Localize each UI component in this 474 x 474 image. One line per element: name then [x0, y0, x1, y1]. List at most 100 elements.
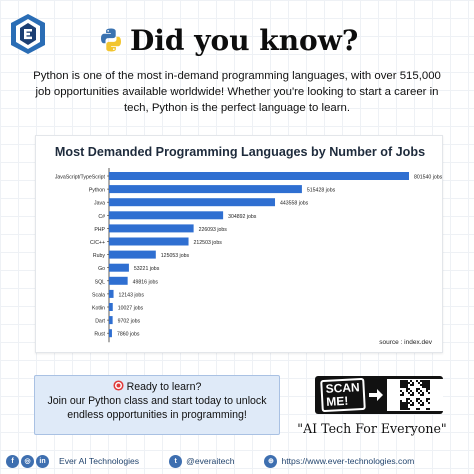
qr-module	[428, 386, 430, 388]
intro-text: Python is one of the most in-demand prog…	[33, 70, 441, 114]
qr-module	[426, 398, 428, 400]
cta-line-1: Ready to learn?	[35, 380, 279, 394]
bar	[109, 263, 129, 272]
data-label: 226093 jobs	[199, 227, 228, 233]
qr-module	[404, 384, 406, 386]
qr-module	[406, 400, 408, 402]
scan-me-label: SCAN ME!	[320, 377, 366, 413]
qr-module	[420, 400, 422, 402]
category-label: Kotlin	[92, 306, 105, 312]
bar-chart: JavaScript/TypeScript 801540 jobs Python 51…	[55, 168, 443, 343]
qr-module	[408, 408, 410, 410]
qr-module	[426, 408, 428, 410]
qr-module	[410, 400, 412, 402]
qr-module	[404, 382, 406, 384]
qr-module	[400, 406, 402, 408]
qr-module	[422, 382, 424, 384]
qr-module	[426, 388, 428, 390]
bar	[109, 329, 112, 338]
bar	[109, 185, 302, 194]
qr-module	[400, 408, 402, 410]
qr-module	[422, 386, 424, 388]
qr-module	[400, 394, 402, 396]
qr-module	[412, 402, 414, 404]
footer-company: Ever AI Technologies	[59, 456, 140, 466]
cta-line-2: Join our Python class and start today to…	[47, 395, 267, 407]
qr-module	[406, 390, 408, 392]
ever-ai-logo-icon	[11, 14, 45, 54]
bar	[109, 237, 189, 246]
linkedin-icon[interactable]: in	[36, 454, 49, 468]
qr-module	[406, 382, 408, 384]
qr-module	[420, 390, 422, 392]
qr-module	[402, 386, 404, 388]
qr-module	[420, 384, 422, 386]
qr-module	[402, 404, 404, 406]
data-label: 49816 jobs	[133, 279, 159, 285]
qr-module	[420, 380, 422, 382]
tagline: "AI Tech For Everyone"	[297, 421, 447, 436]
bar	[109, 316, 113, 325]
qr-module	[408, 398, 410, 400]
qr-module	[412, 394, 414, 396]
headline: Did you know?	[98, 20, 358, 60]
footer-website[interactable]: https://www.ever-technologies.com	[281, 456, 415, 466]
bar	[109, 276, 128, 285]
target-icon	[113, 380, 124, 391]
scan-me-box[interactable]: SCAN ME!	[315, 376, 443, 414]
arrow-right-icon	[369, 389, 384, 401]
qr-module	[400, 382, 402, 384]
qr-module	[418, 388, 420, 390]
category-label: SQL	[95, 279, 105, 285]
qr-module	[402, 380, 404, 382]
qr-module	[416, 408, 418, 410]
qr-module	[410, 394, 412, 396]
category-label: Go	[98, 266, 105, 272]
qr-module	[404, 408, 406, 410]
qr-module	[416, 390, 418, 392]
qr-module	[410, 384, 412, 386]
data-label: 515428 jobs	[307, 188, 336, 194]
data-label: 125053 jobs	[161, 253, 190, 259]
cta-line-3: endless opportunities in programming!	[67, 409, 247, 421]
qr-module	[400, 384, 402, 386]
qr-module	[418, 408, 420, 410]
qr-module	[404, 406, 406, 408]
qr-module	[418, 398, 420, 400]
headline-title: Did you know?	[130, 23, 359, 57]
category-label: Scala	[92, 292, 105, 298]
qr-module	[428, 380, 430, 382]
qr-module	[406, 406, 408, 408]
qr-module	[404, 380, 406, 382]
qr-module	[402, 384, 404, 386]
qr-module	[426, 380, 428, 382]
data-label: 304892 jobs	[228, 214, 257, 220]
qr-module	[426, 386, 428, 388]
qr-module	[404, 402, 406, 404]
footer-handle[interactable]: @everaitech	[186, 456, 235, 466]
qr-module	[416, 398, 418, 400]
cta-box: Ready to learn? Join our Python class an…	[34, 375, 280, 435]
qr-module	[422, 380, 424, 382]
qr-module	[404, 404, 406, 406]
qr-module	[406, 380, 408, 382]
facebook-icon[interactable]: f	[6, 454, 19, 468]
chart-source: source : index.dev	[379, 339, 432, 346]
qr-module	[406, 384, 408, 386]
instagram-icon[interactable]: ◎	[21, 454, 34, 468]
qr-module	[424, 380, 426, 382]
category-label: C#	[98, 214, 105, 220]
qr-module	[422, 404, 424, 406]
qr-module	[426, 400, 428, 402]
twitter-icon[interactable]: t	[169, 454, 183, 468]
qr-module	[400, 404, 402, 406]
python-logo-icon	[101, 28, 121, 52]
qr-module	[428, 392, 430, 394]
bar	[109, 224, 194, 233]
qr-module	[402, 392, 404, 394]
qr-module	[408, 388, 410, 390]
qr-module	[428, 388, 430, 390]
qr-code-icon	[400, 380, 430, 410]
qr-code[interactable]	[387, 379, 443, 411]
qr-module	[424, 386, 426, 388]
